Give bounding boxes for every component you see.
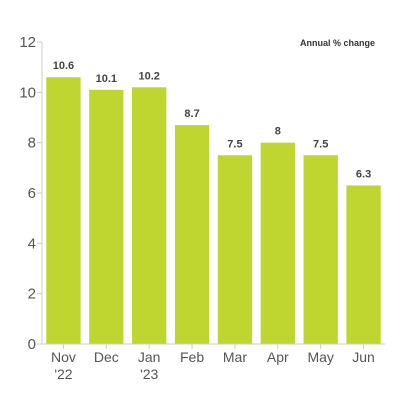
data-label: 7.5 [313, 138, 328, 150]
x-tick-label: Mar [223, 349, 247, 365]
bar [260, 142, 295, 344]
y-tick-label: 8 [28, 135, 36, 152]
y-tick-label: 12 [19, 34, 36, 51]
y-tick-label: 0 [28, 336, 36, 353]
y-axis: 0 2 4 6 8 10 12 [19, 34, 43, 353]
y-tick-label: 10 [19, 84, 36, 101]
x-tick-label: Jan [138, 349, 161, 365]
x-tick-label: Nov [51, 349, 76, 365]
data-label: 10.1 [96, 73, 117, 85]
bar [174, 125, 210, 344]
bar [46, 77, 81, 344]
data-label: 8 [275, 126, 281, 138]
x-tick-label: '23 [140, 366, 158, 382]
bar [217, 155, 253, 344]
bar [89, 89, 124, 344]
data-label: 6.3 [356, 168, 371, 180]
x-tick-label: Feb [180, 349, 204, 365]
data-label: 8.7 [184, 108, 199, 120]
x-tick-label: '22 [54, 366, 72, 382]
data-label: 10.2 [138, 70, 159, 82]
x-axis: Nov'22 Dec Jan'23 Feb Mar Apr May Jun [42, 343, 385, 382]
bar [346, 185, 381, 344]
x-tick-label: Jun [352, 349, 375, 365]
unit-annotation: Annual % change [300, 38, 375, 48]
bar [303, 155, 338, 344]
x-tick-label: May [307, 349, 333, 365]
data-label: 10.6 [53, 60, 74, 72]
bars [46, 77, 381, 345]
y-tick-label: 2 [28, 286, 36, 303]
y-tick-label: 4 [28, 235, 36, 252]
x-tick-label: Apr [267, 349, 289, 365]
y-tick-label: 6 [28, 185, 36, 202]
x-tick-label: Dec [94, 349, 119, 365]
bar [132, 87, 167, 345]
data-label: 7.5 [227, 138, 242, 150]
data-labels: 10.6 10.1 10.2 8.7 7.5 8 7.5 6.3 [53, 60, 371, 180]
